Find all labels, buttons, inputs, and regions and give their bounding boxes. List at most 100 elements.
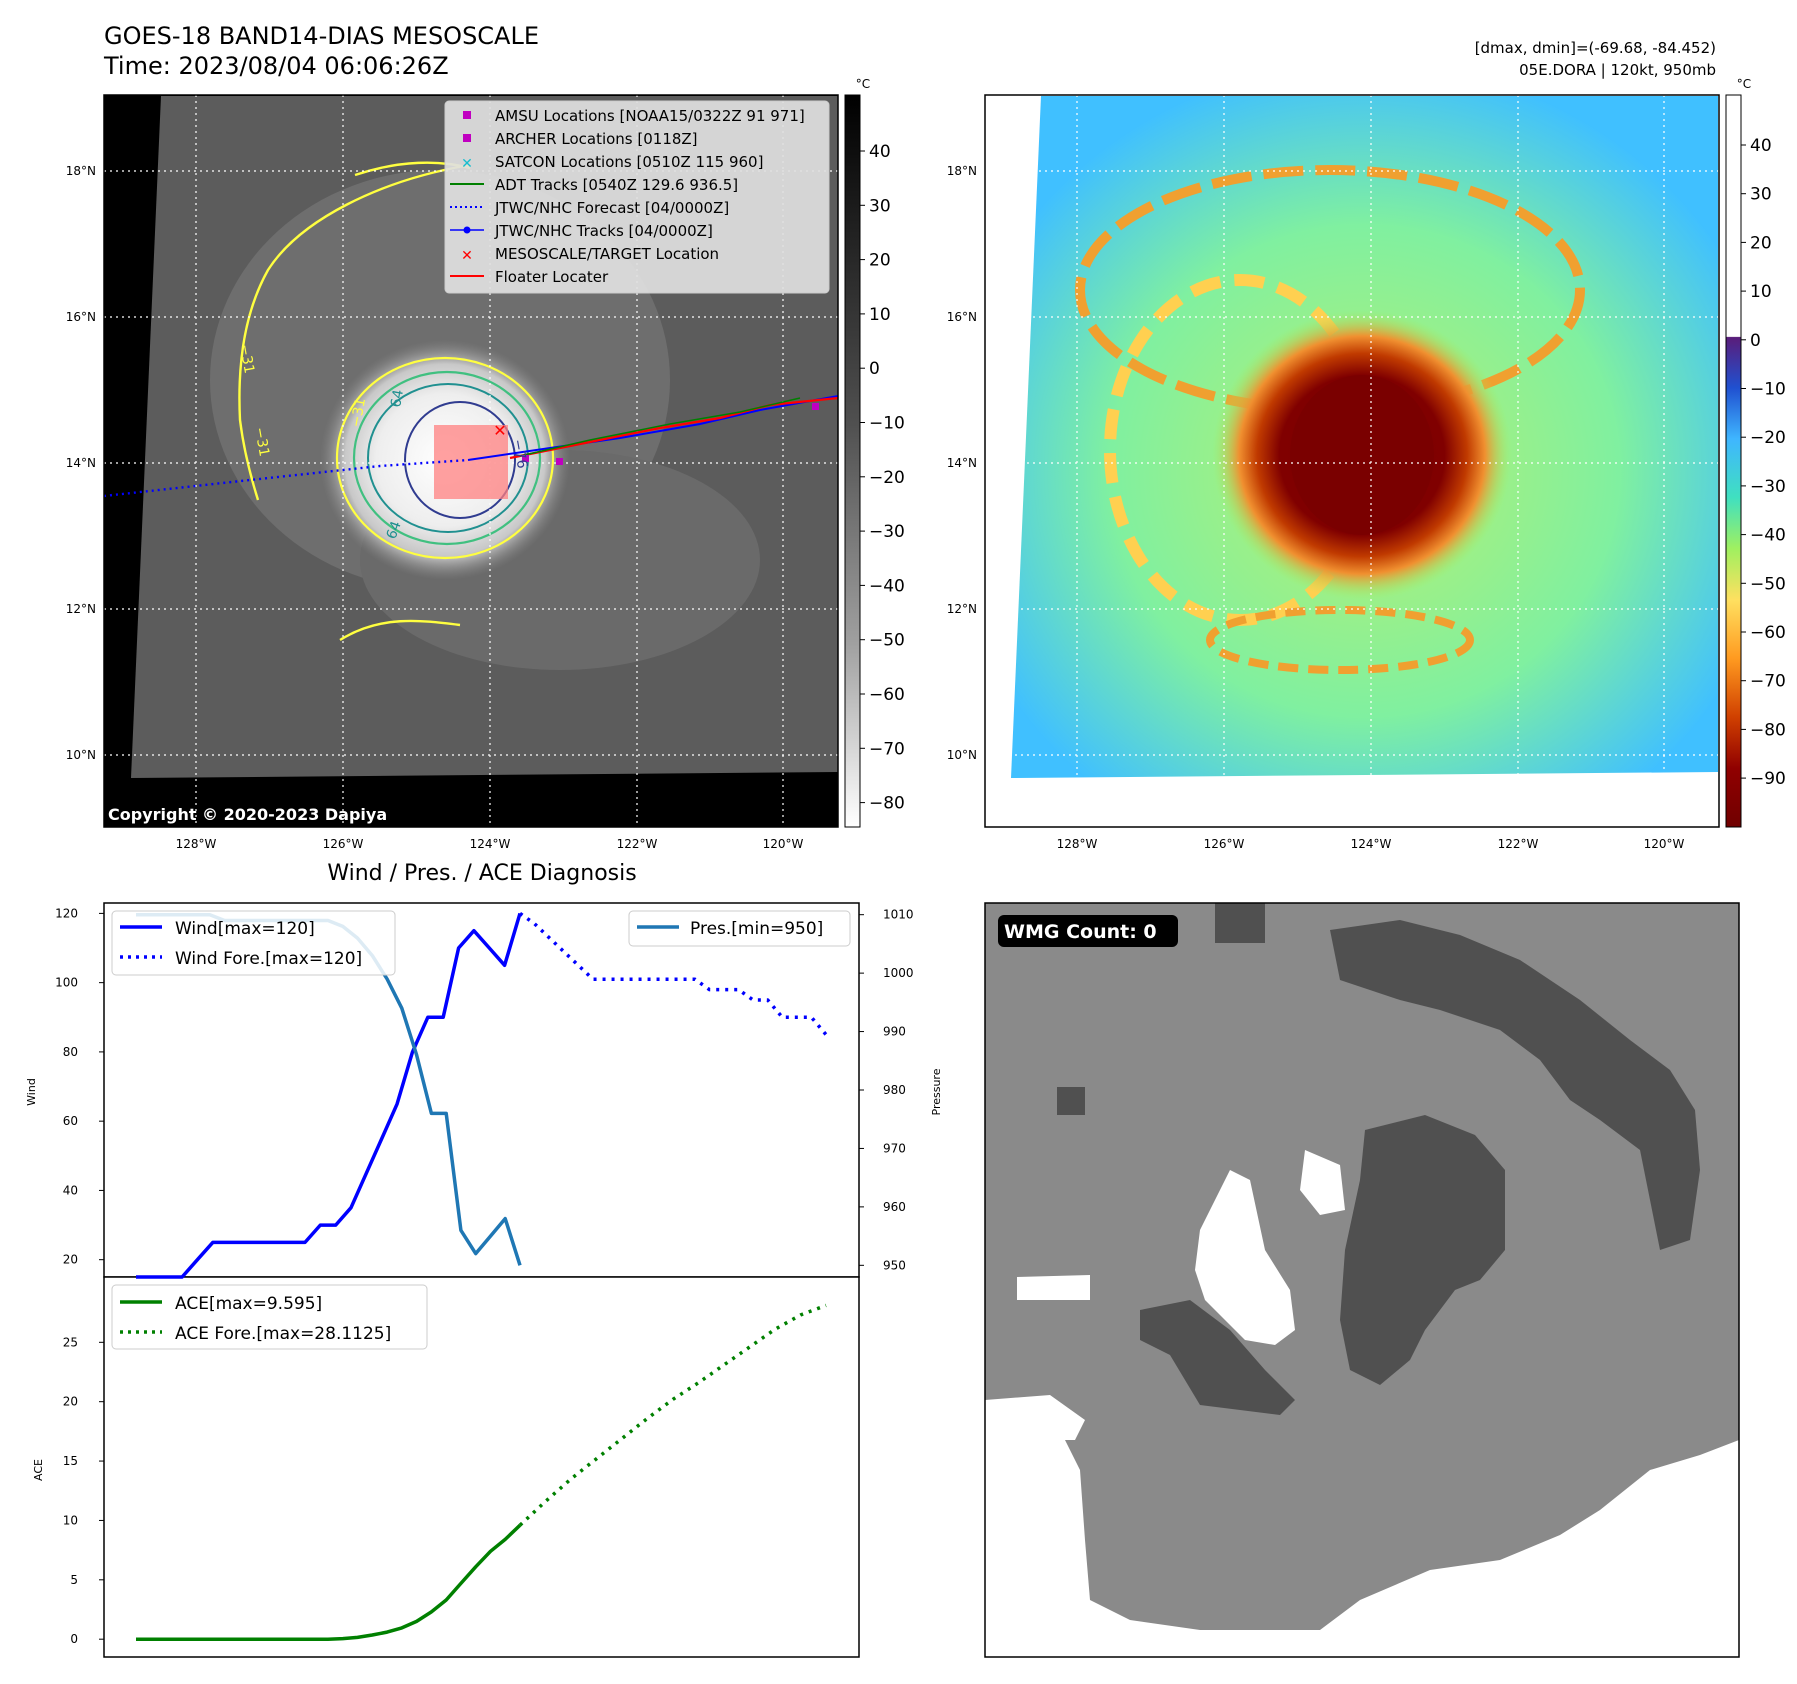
ir-contour-label-4: −76 — [509, 438, 530, 470]
ir-contour-label-6: −31 — [348, 397, 369, 429]
legend-marker-tracks-dot — [463, 226, 471, 234]
ir-frame — [103, 94, 839, 828]
ir-lon-126: 126°W — [323, 837, 364, 851]
archer-marker-2 — [812, 403, 819, 410]
legend-label-archer: ARCHER Locations [0118Z] — [495, 130, 698, 148]
ir-contour-label-5: 64 — [384, 519, 405, 541]
color-rainband-south — [1206, 606, 1474, 674]
wmg-dark-patch-1 — [1057, 1087, 1085, 1115]
ir-colorbar-tick-label: −20 — [869, 468, 905, 488]
color-colorbar-tick-label: −70 — [1750, 672, 1786, 692]
color-colorbar-tick-label: 10 — [1750, 282, 1772, 302]
color-colorbar-tick-label: −50 — [1750, 574, 1786, 594]
ir-colorbar-tick-label: 30 — [869, 196, 891, 216]
col-lon-128: 128°W — [1057, 837, 1098, 851]
wind-axis-label: Wind — [25, 1078, 38, 1106]
wind-legend-box — [111, 910, 396, 976]
pressure-axis-tick-label: 1000 — [883, 966, 914, 980]
color-colorbar-tick-label: −90 — [1750, 769, 1786, 789]
pressure-axis-tick-label: 1010 — [883, 908, 914, 922]
wmg-white-region-sw — [985, 1395, 1085, 1460]
ir-colorbar-tick-label: 10 — [869, 305, 891, 325]
wmg-badge-box — [998, 915, 1178, 947]
ir-lat-16: 16°N — [66, 310, 96, 324]
wmg-white-region-south — [985, 1430, 1739, 1657]
wmg-dark-patch-2 — [1215, 903, 1265, 943]
legend-label-floater: Floater Locater — [495, 268, 609, 286]
ace-fore-legend-label: ACE Fore.[max=28.1125] — [175, 1324, 391, 1344]
col-lat-12: 12°N — [947, 602, 977, 616]
color-colorbar-tick-label: −80 — [1750, 720, 1786, 740]
ace-forecast-line — [518, 1303, 827, 1527]
col-lat-18: 18°N — [947, 164, 977, 178]
forecast-track — [104, 458, 469, 498]
color-colorbar-tick-label: 40 — [1750, 136, 1772, 156]
legend-label-amsu: AMSU Locations [NOAA15/0322Z 91 971] — [495, 107, 805, 125]
legend-marker-target: ✕ — [461, 248, 473, 264]
legend-label-adt: ADT Tracks [0540Z 129.6 936.5] — [495, 176, 738, 194]
ir-colorbar-tick-label: −50 — [869, 631, 905, 651]
color-colorbar-tick-label: 20 — [1750, 233, 1772, 253]
ir-contour-label-2: −31 — [236, 343, 257, 375]
color-eye-core — [1290, 375, 1434, 535]
col-lon-126: 126°W — [1204, 837, 1245, 851]
legend-marker-amsu — [463, 111, 471, 119]
wind-legend-label: Wind[max=120] — [175, 919, 315, 939]
wmg-dark-core — [1340, 1115, 1505, 1385]
storm-label: 05E.DORA | 120kt, 950mb — [1519, 61, 1716, 79]
ir-lon-128: 128°W — [176, 837, 217, 851]
mesoscale-box — [434, 425, 508, 499]
ace-axis-tick-label: 15 — [63, 1454, 78, 1468]
chart-title: GOES-18 BAND14-DIAS MESOSCALE — [104, 22, 539, 50]
amsu-marker — [522, 455, 529, 462]
ir-lat-10: 10°N — [66, 748, 96, 762]
ir-contour-outer-band — [238, 163, 471, 501]
ir-contour-south — [339, 619, 461, 642]
color-colorbar-tick-label: −40 — [1750, 526, 1786, 546]
ace-legend-box — [111, 1284, 428, 1350]
legend-marker-archer — [463, 134, 471, 142]
wind-fore-legend-label: Wind Fore.[max=120] — [175, 949, 362, 969]
ir-colorbar-tick-label: 20 — [869, 251, 891, 271]
ir-lon-120: 120°W — [763, 837, 804, 851]
legend-label-tracks: JTWC/NHC Tracks [04/0000Z] — [494, 222, 713, 240]
wind-legend: Wind[max=120] Wind Fore.[max=120] — [111, 910, 396, 976]
ir-lat-14: 14°N — [66, 456, 96, 470]
legend-label-forecast: JTWC/NHC Forecast [04/0000Z] — [494, 199, 729, 217]
pres-legend-box — [628, 910, 851, 947]
color-colorbar-tick-label: −10 — [1750, 380, 1786, 400]
wmg-badge: WMG Count: 0 — [1004, 921, 1157, 943]
adt-track — [519, 397, 801, 457]
ace-axis-tick-label: 10 — [63, 1513, 78, 1527]
ir-lat-12: 12°N — [66, 602, 96, 616]
wmg-white-patch-west — [1017, 1275, 1090, 1300]
color-colorbar-tick-label: 30 — [1750, 185, 1772, 205]
chart-time: Time: 2023/08/04 06:06:26Z — [103, 52, 449, 80]
dmax-dmin-label: [dmax, dmin]=(-69.68, -84.452) — [1475, 39, 1716, 57]
archer-marker — [556, 458, 563, 465]
floater-track — [509, 396, 838, 460]
wmg-white-patch-east — [1300, 1150, 1345, 1215]
wind-axis-tick-label: 20 — [63, 1253, 78, 1267]
color-gridlines — [985, 95, 1719, 827]
wind-axis-tick-label: 60 — [63, 1114, 78, 1128]
wind-axis-tick-label: 40 — [63, 1183, 78, 1197]
color-colorbar-ticks: 40 30 20 10 0 −10 −20 −30 −40 −50 −60 −70 −80 −90 — [1741, 136, 1786, 789]
pres-legend: Pres.[min=950] — [628, 910, 851, 947]
ace-observed-line — [136, 1523, 522, 1641]
wind-observed-line — [136, 912, 522, 1279]
color-frame — [984, 94, 1720, 828]
ir-colorbar-ticks: 40 30 20 10 0 −10 −20 −30 −40 −50 −60 −70 −80 — [860, 142, 905, 814]
ace-axis-tick-label: 0 — [70, 1632, 78, 1646]
col-lon-120: 120°W — [1644, 837, 1685, 851]
wind-axis-tick-label: 120 — [55, 906, 78, 920]
copyright: Copyright © 2020-2023 Dapiya — [108, 805, 387, 824]
nhc-track — [467, 395, 838, 461]
wind-axis-tick-label: 100 — [55, 976, 78, 990]
wmg-panel: WMG Count: 0 — [984, 902, 1740, 1658]
ir-colorbar-unit: °C — [856, 77, 870, 91]
wmg-white-eye — [1195, 1170, 1295, 1345]
col-lon-124: 124°W — [1351, 837, 1392, 851]
legend-marker-satcon: ✕ — [461, 156, 473, 172]
ir-colorbar-tick-label: −70 — [869, 739, 905, 759]
